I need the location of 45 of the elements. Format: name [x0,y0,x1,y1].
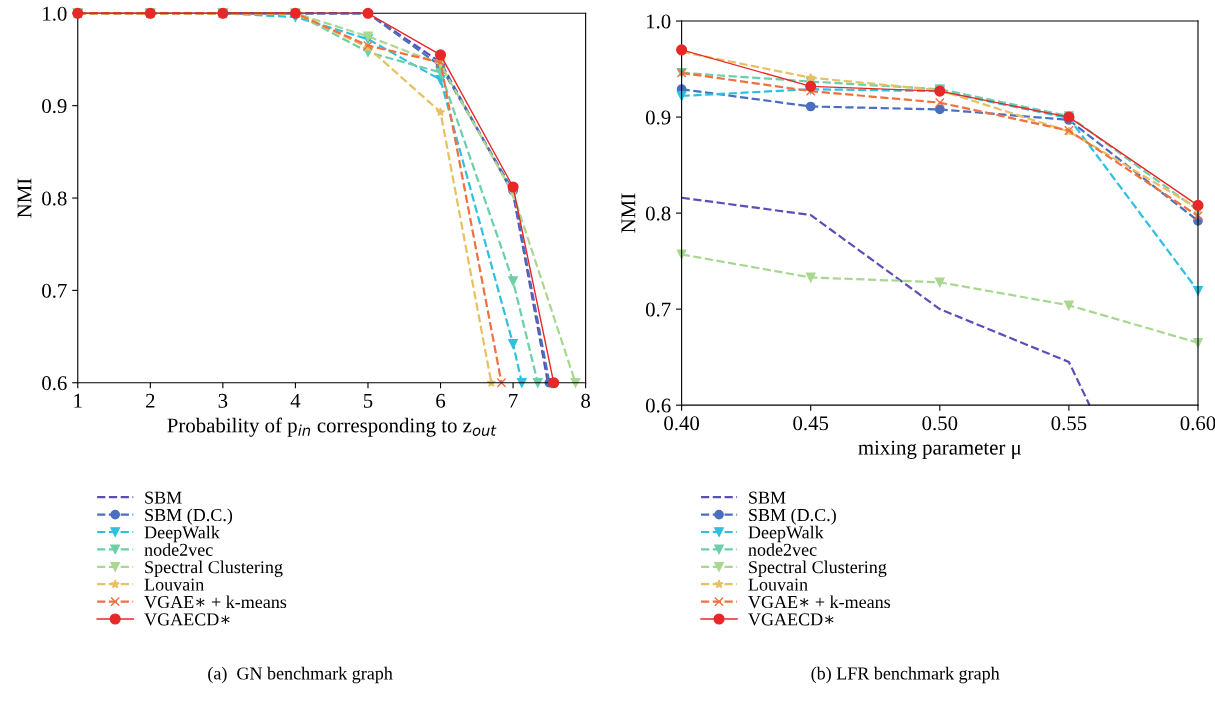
y-axis-title: NMI [17,178,32,218]
y-tick-label: 0.9 [645,110,671,125]
x-axis-title: mixing parameter μ [858,440,1021,459]
legend-label: VGAECD∗ [748,613,834,626]
legend-label: VGAECD∗ [144,613,230,626]
legend-label: Spectral Clustering [145,560,283,577]
legend-label: SBM (D.C.) [145,508,233,525]
y-tick-label: 0.9 [42,99,67,114]
legend-label: DeepWalk [144,525,220,543]
text: (b) LFR benchmark graph [811,666,1000,684]
y-tick-label: 0.6 [645,398,671,413]
legend-label: VGAE∗ + k-means [144,595,287,609]
y-tick-label: 0.7 [42,283,67,298]
y-tick-label: 1.0 [646,14,671,29]
x-tick-label: 5 [363,393,373,408]
x-tick-label: 0.60 [1180,416,1215,431]
x-tick-label: 0.45 [793,416,829,431]
text: (a) GN benchmark graph [208,666,393,684]
y-tick-label: 1.0 [43,6,67,21]
x-tick-label: 8 [581,393,591,408]
legend-label: DeepWalk [748,525,824,543]
x-tick-label: 2 [146,393,155,408]
legend-label: SBM [749,491,786,504]
legend-label: Louvain [748,578,808,591]
x-axis-title: Probability of p$_{in}$ corresponding to z$_{out}$ [167,417,497,437]
y-tick-label: 0.7 [645,302,671,317]
y-tick-label: 0.8 [645,206,671,221]
x-tick-label: 0.40 [664,416,700,431]
x-tick-label: 0.55 [1051,416,1087,431]
x-tick-label: 6 [436,393,446,408]
legend-label: SBM (D.C.) [749,508,836,525]
legend-label: VGAE∗ + k-means [748,595,891,609]
y-tick-label: 0.6 [42,376,67,391]
y-tick-label: 0.8 [42,191,67,206]
legend-label: Spectral Clustering [749,560,887,577]
legend-label: SBM [145,491,182,504]
x-tick-label: 1 [74,393,82,408]
legend-label: node2vec [748,543,817,556]
x-tick-label: 4 [290,393,301,408]
x-tick-label: 0.50 [922,416,958,431]
x-tick-label: 7 [509,393,518,408]
y-axis-title: NMI [621,193,636,233]
x-tick-label: 3 [218,393,228,408]
legend-label: node2vec [144,543,213,556]
legend-label: Louvain [144,578,204,591]
